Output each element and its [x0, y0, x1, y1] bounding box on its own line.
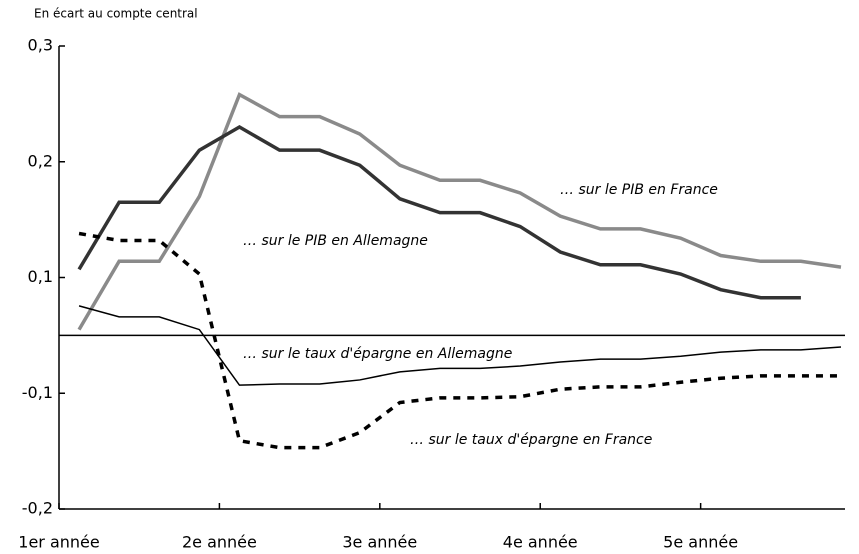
y-tick-label: 0,1	[28, 267, 53, 286]
x-tick-label: 2e année	[182, 533, 257, 552]
chart-subtitle: En écart au compte central	[34, 7, 198, 21]
series-label: … sur le PIB en Allemagne	[243, 233, 428, 249]
x-tick-label: 1er année	[18, 533, 99, 552]
x-tick-label: 5e année	[663, 533, 738, 552]
series-label: … sur le taux d'épargne en Allemagne	[243, 346, 512, 362]
series-label: … sur le taux d'épargne en France	[410, 432, 652, 448]
x-tick-label: 3e année	[342, 533, 417, 552]
series-line	[78, 305, 842, 386]
y-tick-label: 0,3	[28, 36, 53, 55]
series-line	[78, 231, 841, 450]
series-line	[77, 125, 801, 300]
series-label: … sur le PIB en France	[560, 182, 718, 198]
y-tick-label: -0,2	[22, 499, 53, 518]
x-tick-label: 4e année	[503, 533, 578, 552]
series-line	[77, 92, 842, 331]
y-tick-label: 0,2	[28, 151, 53, 170]
y-tick-label: -0,1	[22, 383, 53, 402]
